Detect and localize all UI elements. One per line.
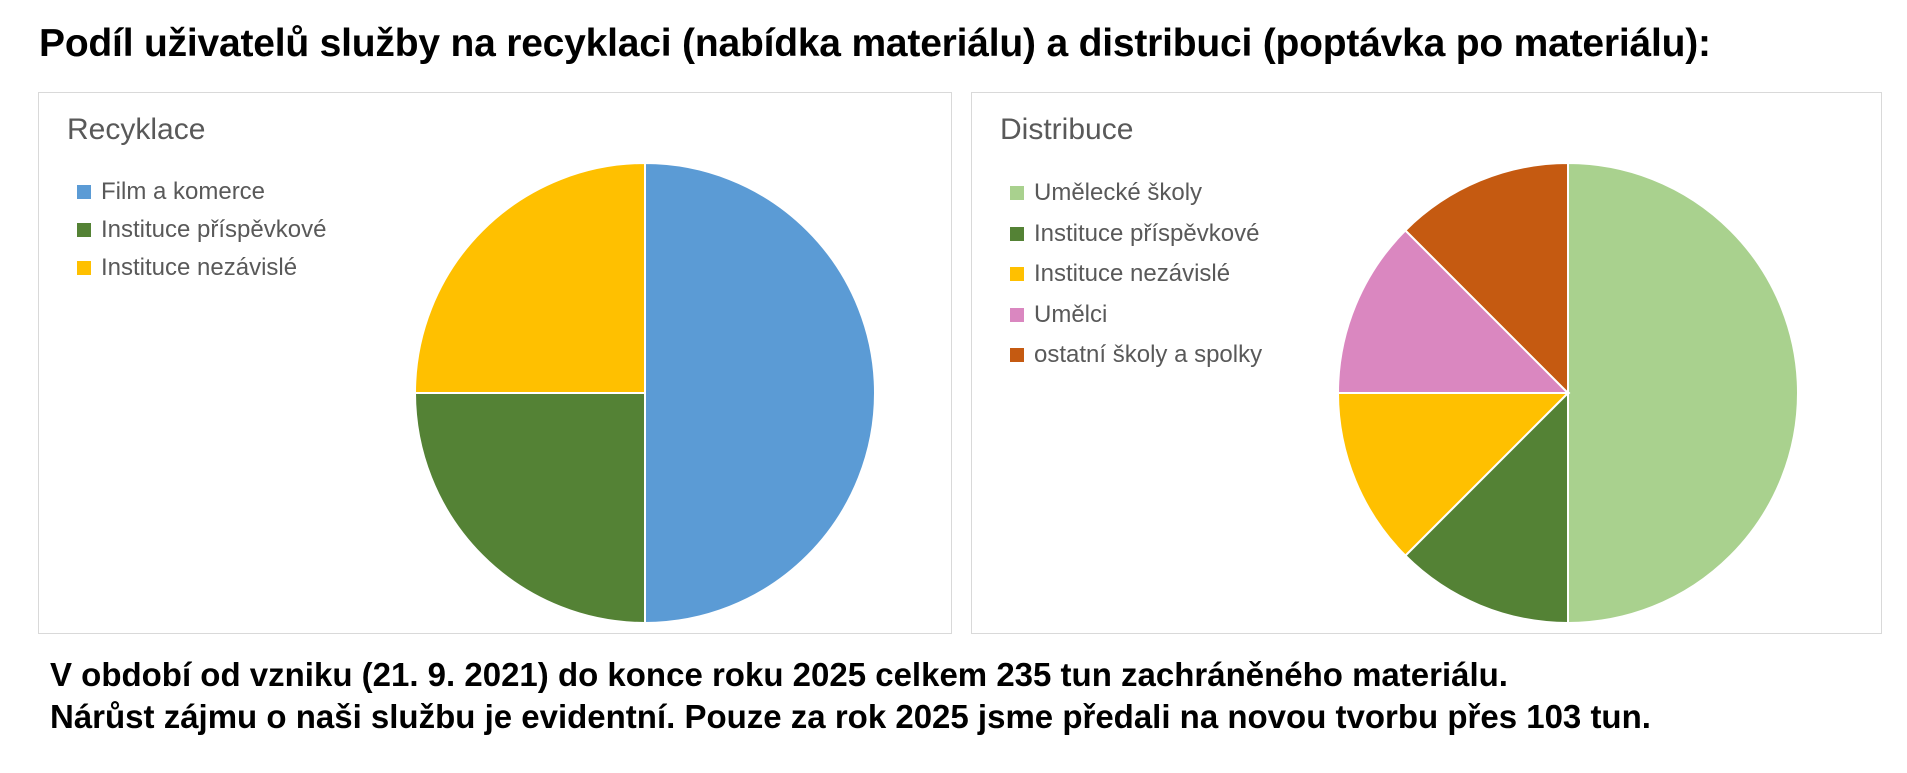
legend-item: Instituce nezávislé bbox=[77, 249, 326, 287]
legend-label: Umělci bbox=[1034, 300, 1108, 328]
legend-label: ostatní školy a spolky bbox=[1034, 341, 1263, 369]
legend-item: Umělci bbox=[1010, 295, 1262, 336]
pie-slice bbox=[1403, 161, 1569, 396]
legend-swatch bbox=[77, 261, 91, 275]
legend-item: ostatní školy a spolky bbox=[1010, 335, 1262, 376]
legend-item: Film a komerce bbox=[77, 173, 326, 211]
legend-item: Umělecké školy bbox=[1010, 173, 1262, 214]
legend-label: Film a komerce bbox=[101, 178, 266, 205]
legend-swatch bbox=[1010, 267, 1024, 282]
legend-swatch bbox=[77, 223, 91, 237]
legend-label: Instituce nezávislé bbox=[101, 254, 298, 281]
chart-panel-distribuce: Distribuce Umělecké školy Instituce přísp… bbox=[971, 92, 1882, 634]
legend-item: Instituce příspěvkové bbox=[1010, 214, 1262, 255]
legend-item: Instituce nezávislé bbox=[1010, 254, 1262, 295]
pie-slice bbox=[1403, 390, 1569, 625]
chart-title: Distribuce bbox=[1000, 113, 1134, 146]
page-title: Podíl uživatelů služby na recyklaci (nab… bbox=[39, 22, 1711, 65]
pie-slice bbox=[644, 161, 876, 625]
pie-slice bbox=[413, 161, 646, 394]
legend-swatch bbox=[77, 185, 91, 199]
legend-swatch bbox=[1010, 307, 1024, 322]
pie-chart-recyklace bbox=[413, 161, 876, 625]
pie-slice bbox=[1336, 392, 1571, 558]
legend-swatch bbox=[1010, 186, 1024, 201]
chart-panel-recyklace: Recyklace Film a komerce Instituce příspě… bbox=[38, 92, 952, 634]
pie-slice bbox=[413, 392, 646, 625]
chart-title: Recyklace bbox=[67, 113, 206, 146]
chart-legend: Umělecké školy Instituce příspěvkové Insti… bbox=[1010, 173, 1262, 376]
legend-label: Instituce nezávislé bbox=[1034, 260, 1231, 288]
legend-swatch bbox=[1010, 226, 1024, 241]
legend-label: Instituce příspěvkové bbox=[101, 216, 327, 243]
pie-chart-distribuce bbox=[1336, 161, 1799, 625]
summary-line-1: V období od vzniku (21. 9. 2021) do konc… bbox=[50, 656, 1508, 693]
legend-label: Instituce příspěvkové bbox=[1034, 219, 1260, 247]
legend-label: Umělecké školy bbox=[1034, 179, 1203, 207]
summary-line-2: Nárůst zájmu o naši službu je evidentní.… bbox=[50, 698, 1651, 735]
pie-slice bbox=[1336, 228, 1571, 394]
legend-swatch bbox=[1010, 348, 1024, 363]
legend-item: Instituce příspěvkové bbox=[77, 211, 326, 249]
chart-legend: Film a komerce Instituce příspěvkové Insti… bbox=[77, 173, 326, 287]
pie-slice bbox=[1567, 161, 1799, 625]
